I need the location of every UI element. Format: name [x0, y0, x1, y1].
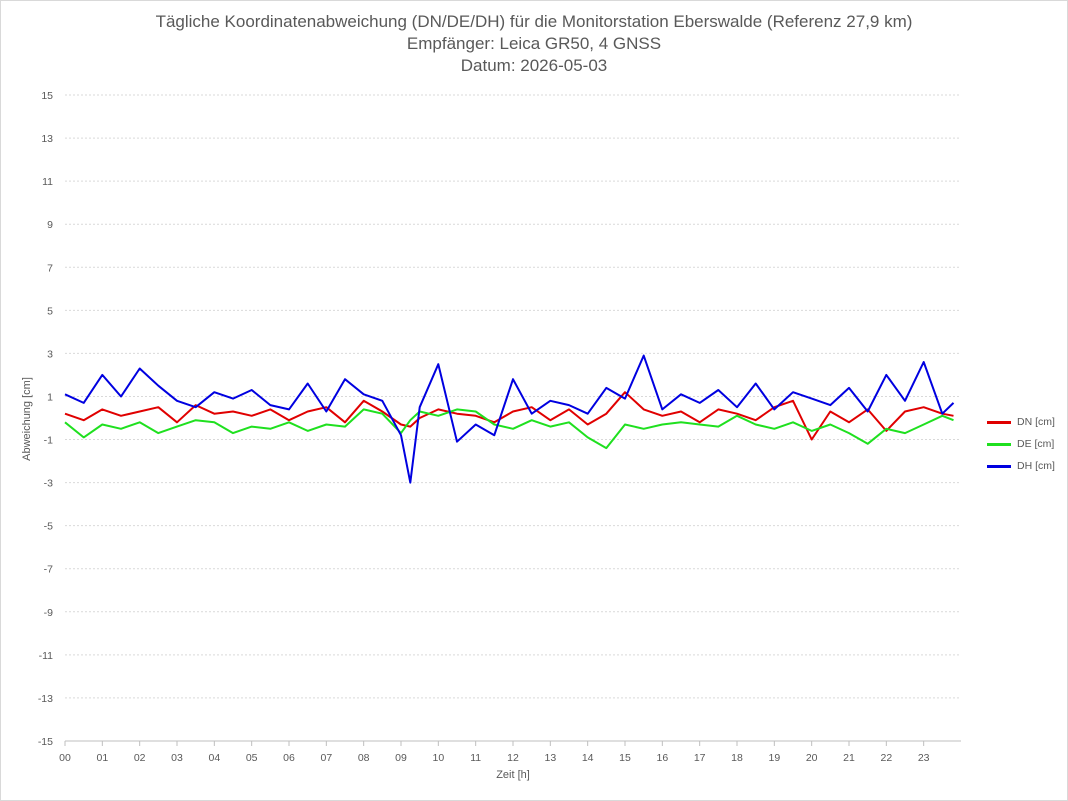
x-tick-label-10: 10 — [432, 752, 444, 764]
legend-swatch — [987, 420, 1011, 424]
y-tick-label-10: -5 — [44, 521, 53, 533]
y-tick-label-3: 9 — [47, 219, 53, 231]
y-tick-label-5: 5 — [47, 305, 53, 317]
y-tick-label-7: 1 — [47, 391, 53, 403]
y-tick-label-1: 13 — [41, 133, 53, 145]
x-tick-label-23: 23 — [918, 752, 930, 764]
x-tick-label-9: 09 — [395, 752, 407, 764]
legend: DN [cm] DE [cm] DH [cm] — [987, 411, 1055, 477]
chart-subtitle: Empfänger: Leica GR50, 4 GNSS — [406, 34, 662, 53]
x-tick-label-6: 06 — [283, 752, 295, 764]
x-tick-label-21: 21 — [843, 752, 855, 764]
legend-label: DE [cm] — [1017, 438, 1055, 450]
series-line-dh — [64, 354, 955, 484]
x-tick-label-5: 05 — [246, 752, 258, 764]
y-tick-label-4: 7 — [47, 262, 53, 274]
y-tick-label-12: -9 — [44, 607, 53, 619]
x-tick-label-3: 03 — [171, 752, 183, 764]
x-tick-label-15: 15 — [619, 752, 631, 764]
legend-item-dh: DH [cm] — [987, 455, 1055, 477]
legend-label: DN [cm] — [1017, 416, 1055, 428]
chart-titles: Tägliche Koordinatenabweichung (DN/DE/DH… — [1, 11, 1067, 77]
y-axis-label: Abweichung [cm] — [21, 377, 33, 461]
x-tick-label-14: 14 — [582, 752, 594, 764]
x-tick-label-22: 22 — [880, 752, 892, 764]
x-tick-label-2: 02 — [134, 752, 146, 764]
legend-label: DH [cm] — [1017, 460, 1055, 472]
chart-title: Tägliche Koordinatenabweichung (DN/DE/DH… — [155, 12, 913, 31]
x-tick-label-19: 19 — [768, 752, 780, 764]
x-tick-label-1: 01 — [96, 752, 108, 764]
x-tick-label-13: 13 — [544, 752, 556, 764]
y-tick-label-8: -1 — [44, 435, 53, 447]
y-tick-label-6: 3 — [47, 348, 53, 360]
x-tick-label-16: 16 — [656, 752, 668, 764]
y-tick-label-15: -15 — [38, 736, 53, 748]
x-tick-label-8: 08 — [358, 752, 370, 764]
y-tick-label-0: 15 — [41, 90, 53, 102]
y-tick-label-14: -13 — [38, 693, 53, 705]
x-tick-label-4: 04 — [208, 752, 220, 764]
x-tick-label-7: 07 — [320, 752, 332, 764]
x-tick-label-17: 17 — [694, 752, 706, 764]
legend-item-de: DE [cm] — [987, 433, 1055, 455]
legend-swatch — [987, 442, 1011, 446]
x-tick-label-0: 00 — [59, 752, 71, 764]
y-tick-label-13: -11 — [39, 650, 54, 662]
x-tick-label-12: 12 — [507, 752, 519, 764]
legend-swatch — [987, 464, 1011, 468]
chart-date: Datum: 2026-05-03 — [460, 56, 608, 75]
y-tick-label-9: -3 — [44, 478, 53, 490]
x-tick-label-20: 20 — [806, 752, 818, 764]
legend-item-dn: DN [cm] — [987, 411, 1055, 433]
y-tick-label-2: 11 — [42, 176, 53, 188]
x-tick-label-18: 18 — [731, 752, 743, 764]
series-line-dn — [64, 391, 954, 441]
y-tick-label-11: -7 — [44, 564, 53, 576]
series-line-de — [64, 408, 954, 450]
x-tick-label-11: 11 — [470, 752, 481, 764]
x-axis-label: Zeit [h] — [496, 769, 530, 781]
